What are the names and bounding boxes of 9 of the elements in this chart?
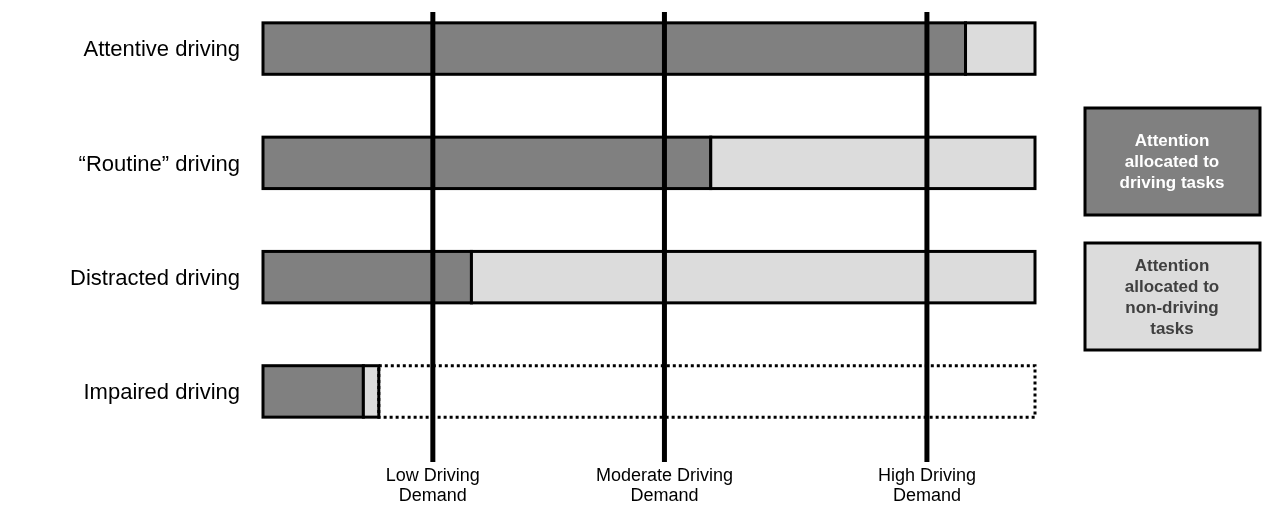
y-tick-label: “Routine” driving bbox=[78, 150, 240, 176]
text: Attention allocated to non-driving tasks bbox=[1124, 255, 1220, 338]
y-tick-label: Attentive driving bbox=[83, 36, 240, 62]
text: Attention allocated to driving tasks bbox=[1119, 131, 1225, 193]
y-tick-label: Impaired driving bbox=[83, 379, 240, 405]
ref-line-label: Moderate Driving Demand bbox=[595, 465, 733, 506]
ref-line-label: High Driving Demand bbox=[877, 465, 976, 506]
ref-line-label: Low Driving Demand bbox=[385, 465, 480, 506]
y-tick-label: Distracted driving bbox=[70, 264, 240, 290]
